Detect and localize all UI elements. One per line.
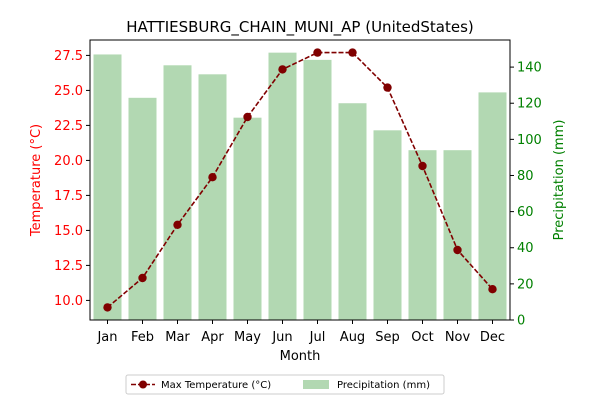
plot-frame: [89, 39, 511, 321]
x-axis-label: Month: [280, 349, 321, 364]
precip-bar-jul: [303, 59, 332, 320]
x-tick-label-mar: Mar: [165, 330, 190, 345]
legend-bar-swatch: [303, 380, 329, 389]
precip-bar-may: [233, 117, 262, 320]
right-tick-label: 0: [517, 314, 525, 329]
right-axis-label: Precipitation (mm): [552, 120, 567, 241]
precip-bar-jan: [93, 54, 122, 321]
temperature-point-may: [243, 112, 252, 122]
left-tick-label: 22.5: [54, 119, 83, 134]
x-tick-label-nov: Nov: [445, 330, 471, 345]
legend-label-temperature: Max Temperature (°C): [161, 380, 271, 391]
precip-bar-feb: [128, 97, 157, 320]
left-tick-label: 27.5: [54, 49, 83, 64]
temperature-point-feb: [138, 273, 147, 283]
x-tick-label-apr: Apr: [201, 330, 224, 345]
precip-bar-sep: [373, 130, 402, 320]
x-tick-label-dec: Dec: [480, 330, 505, 345]
left-tick-label: 25.0: [54, 84, 83, 99]
left-axis-label: Temperature (°C): [29, 124, 44, 237]
x-tick-label-aug: Aug: [340, 330, 365, 345]
temperature-point-jun: [278, 65, 287, 74]
precip-bar-mar: [163, 65, 192, 321]
left-tick-label: 10.0: [54, 294, 83, 309]
precip-bar-jun: [268, 52, 297, 320]
temperature-point-sep: [383, 83, 392, 92]
precip-bar-apr: [198, 74, 227, 321]
left-tick-label: 15.0: [54, 224, 83, 239]
right-tick-label: 80: [517, 169, 534, 184]
left-tick-label: 12.5: [54, 259, 83, 274]
x-tick-label-feb: Feb: [131, 330, 154, 345]
precip-bar-oct: [408, 150, 437, 320]
left-tick-label: 20.0: [54, 154, 83, 169]
legend-line-marker: [139, 380, 147, 389]
temperature-line: [106, 51, 494, 309]
x-tick-label-sep: Sep: [375, 330, 400, 345]
right-tick-label: 20: [517, 277, 534, 292]
x-tick-label-jul: Jul: [309, 330, 326, 345]
precip-bar-nov: [443, 150, 472, 320]
temperature-point-dec: [488, 285, 497, 294]
right-tick-label: 60: [517, 205, 534, 220]
precip-bar-dec: [478, 92, 507, 320]
precip-bar-aug: [338, 103, 367, 321]
temperature-point-oct: [418, 161, 427, 171]
temperature-point-jan: [103, 303, 112, 312]
legend-box: [125, 374, 445, 395]
right-tick-label: 100: [517, 133, 542, 148]
legend-label-precipitation: Precipitation (mm): [337, 380, 430, 391]
right-tick-label: 140: [517, 61, 542, 76]
x-tick-label-jun: Jun: [271, 330, 292, 345]
temperature-point-aug: [348, 48, 357, 57]
legend: Max Temperature (°C) Precipitation (mm): [125, 374, 445, 395]
x-tick-label-oct: Oct: [411, 330, 433, 345]
chart-title: HATTIESBURG_CHAIN_MUNI_AP (UnitedStates): [126, 18, 473, 37]
x-tick-label-jan: Jan: [96, 330, 117, 345]
left-tick-label: 17.5: [54, 189, 83, 204]
temperature-point-nov: [453, 245, 462, 255]
temperature-point-apr: [208, 173, 217, 182]
temperature-point-mar: [173, 220, 182, 229]
right-tick-label: 40: [517, 241, 534, 256]
temperature-point-jul: [313, 48, 322, 57]
right-tick-label: 120: [517, 97, 542, 112]
x-tick-label-may: May: [234, 330, 261, 345]
